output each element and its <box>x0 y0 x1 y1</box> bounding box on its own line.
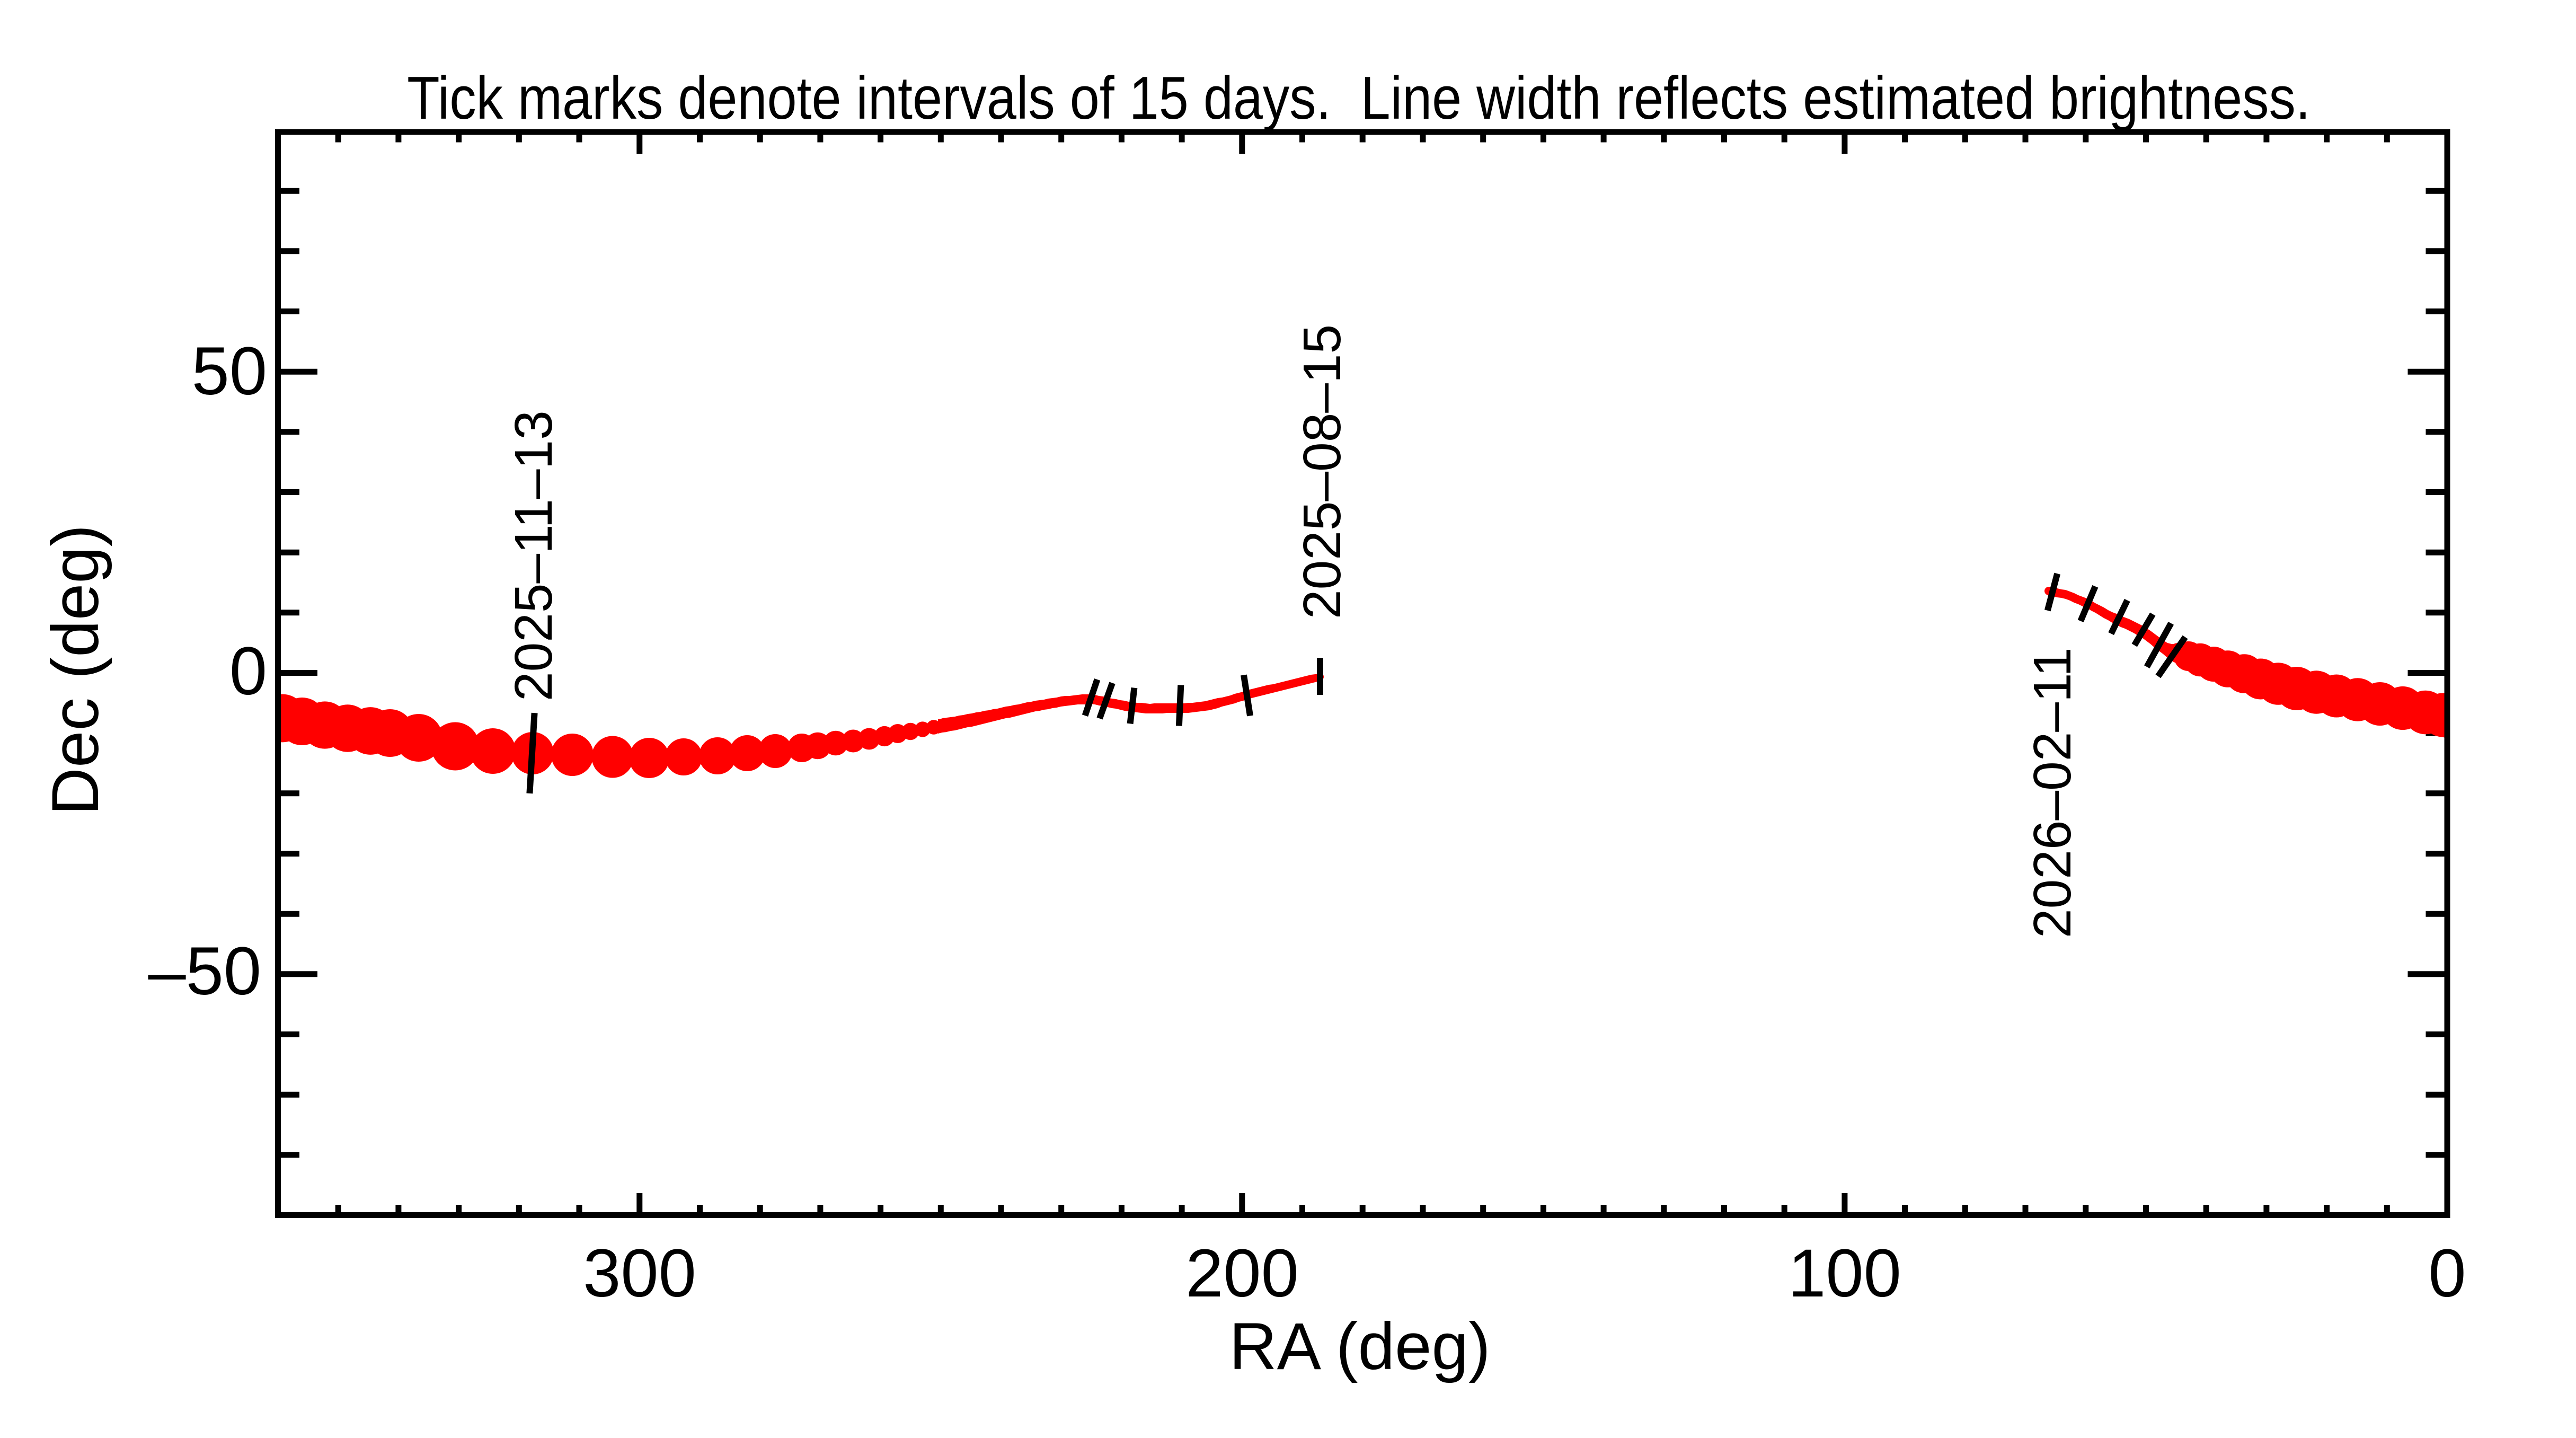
svg-text:50: 50 <box>192 333 267 409</box>
svg-text:300: 300 <box>583 1236 696 1311</box>
svg-text:2026–02–11: 2026–02–11 <box>2023 647 2082 938</box>
svg-text:2025–11–13: 2025–11–13 <box>504 410 563 701</box>
svg-text:200: 200 <box>1185 1236 1299 1311</box>
svg-text:RA (deg): RA (deg) <box>1229 1310 1490 1383</box>
svg-text:–50: –50 <box>148 933 261 1009</box>
svg-text:100: 100 <box>1788 1236 1901 1311</box>
svg-text:0: 0 <box>229 633 267 709</box>
svg-text:2025–08–15: 2025–08–15 <box>1293 324 1352 619</box>
svg-text:Dec (deg): Dec (deg) <box>39 525 112 816</box>
svg-text:0: 0 <box>2428 1236 2466 1311</box>
svg-text:Tick marks denote intervals of: Tick marks denote intervals of 15 days. … <box>407 64 2311 131</box>
